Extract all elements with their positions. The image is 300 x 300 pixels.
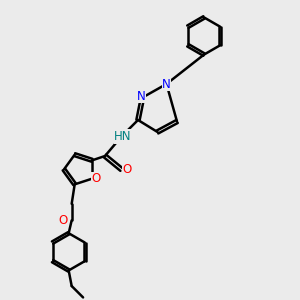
Text: O: O [91, 172, 100, 185]
Text: N: N [136, 89, 146, 103]
Text: O: O [122, 163, 131, 176]
Text: N: N [162, 77, 171, 91]
Text: HN: HN [114, 130, 132, 143]
Text: O: O [58, 214, 67, 227]
